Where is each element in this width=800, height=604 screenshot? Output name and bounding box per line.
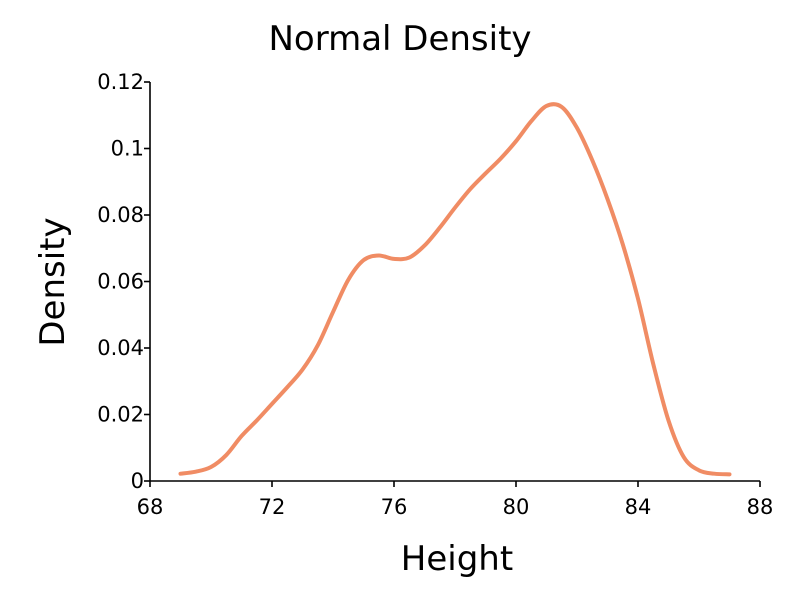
x-axis-label: Height bbox=[401, 539, 513, 579]
x-tick-label: 84 bbox=[625, 495, 652, 519]
y-tick-label: 0.02 bbox=[97, 403, 144, 427]
x-tick-label: 72 bbox=[259, 495, 286, 519]
x-tick-label: 68 bbox=[137, 495, 164, 519]
y-tick-label: 0.08 bbox=[97, 203, 144, 227]
y-axis-label: Density bbox=[33, 217, 73, 346]
y-tick-label: 0 bbox=[131, 469, 144, 493]
y-tick-label: 0.1 bbox=[111, 137, 144, 161]
series-layer bbox=[178, 102, 732, 477]
axes: 68 72 76 80 84 88 0 0.02 0.04 0.06 0.08 0.1 0.12 bbox=[97, 70, 773, 519]
y-tick-label: 0.04 bbox=[97, 336, 144, 360]
x-tick-label: 88 bbox=[747, 495, 774, 519]
density-curve bbox=[178, 102, 732, 477]
chart-title: Normal Density bbox=[268, 19, 531, 59]
x-tick-label: 76 bbox=[381, 495, 408, 519]
y-tick-label: 0.06 bbox=[97, 270, 144, 294]
x-tick-label: 80 bbox=[503, 495, 530, 519]
y-tick-label: 0.12 bbox=[97, 70, 144, 94]
